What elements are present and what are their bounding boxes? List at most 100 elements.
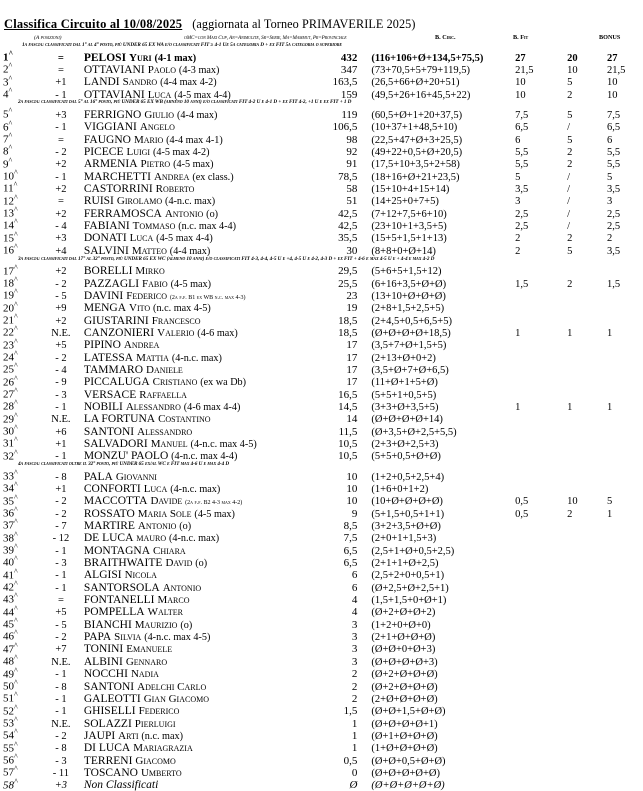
cell-total-points: 51 <box>346 195 358 208</box>
cell-total-points: 11,5 <box>338 425 358 438</box>
cell-bonus-circuito: 5 <box>515 171 521 183</box>
cell-player-name: PAZZAGLI Fabio (4-5 max) <box>83 277 212 290</box>
cell-player-name: VERSACE Raffaella <box>83 388 187 401</box>
cell-position-change: - 11 <box>52 767 70 779</box>
cell-points-breakdown: (6+16+3,5+Ø+Ø) <box>371 278 447 290</box>
page-title: Classifica Circuito al 10/08/2025 <box>4 17 183 31</box>
cell-total-points: 10,5 <box>338 450 358 463</box>
cell-points-breakdown: (Ø+2+Ø+Ø+2) <box>371 607 436 619</box>
cell-position-change: - 9 <box>55 377 67 389</box>
cell-total-points: 2 <box>351 692 358 705</box>
table-row: 39^ - 1 MONTAGNA Chiara 6,5 (2,5+1+Ø+0,5+2,5) <box>0 542 643 557</box>
cell-total-points: 10 <box>346 470 358 483</box>
cell-position-change: +1 <box>55 484 67 495</box>
cell-player-name: RUISI Girolamo (4-n.c. max) <box>83 195 216 208</box>
cell-points-breakdown: (2+1+Ø+Ø+Ø) <box>371 632 436 644</box>
cell-position-change: +1 <box>55 77 67 89</box>
cell-points-breakdown: (22,5+47+Ø+3+25,5) <box>371 134 463 146</box>
cell-position-change: N.E. <box>51 327 71 339</box>
cell-position: 2^ <box>3 61 13 76</box>
cell-player-name: GALEOTTI Gian Giacomo <box>83 692 210 705</box>
cell-position: 53^ <box>3 714 18 730</box>
table-row: 25^ - 4 TAMMARO Daniele 17 (3,5+Ø+7+Ø+6,5) <box>0 361 643 376</box>
title-line: Classifica Circuito al 10/08/2025 (aggio… <box>4 17 639 32</box>
cell-bonus-total: 7,5 <box>607 110 621 122</box>
cell-total-points: 91 <box>346 158 358 171</box>
cell-bonus-fit: / <box>567 122 571 134</box>
cell-position-change: N.E. <box>51 656 71 668</box>
cell-player-name: DI LUCA Mariagrazia <box>83 742 193 755</box>
cell-bonus-total: 6,5 <box>607 122 621 134</box>
cell-points-breakdown: (5+5+0,5+Ø+Ø) <box>371 451 441 463</box>
cell-position: 54^ <box>3 727 18 742</box>
cell-total-points: 3 <box>351 631 358 644</box>
cell-bonus-total: 5,5 <box>607 147 621 159</box>
cell-position: 48^ <box>3 653 18 668</box>
cell-position-change: - 2 <box>55 147 67 159</box>
cell-position-change: - 2 <box>55 496 67 508</box>
cell-position-change: +7 <box>55 644 67 656</box>
cell-position: 18^ <box>3 274 18 290</box>
table-row: 48^ N.E. ALBINI Gennaro 3 (Ø+Ø+Ø+Ø+3) <box>0 653 643 668</box>
cell-points-breakdown: (Ø+2,5+Ø+2,5+1) <box>371 582 449 594</box>
table-row: 57^ - 11 TOSCANO Umberto 0 (Ø+Ø+Ø+Ø+Ø) <box>0 764 643 779</box>
table-row: 49^ - 1 NOCCHI Nadia 2 (Ø+2+Ø+Ø+Ø) <box>0 666 643 681</box>
cell-position: 4^ <box>3 86 13 101</box>
cell-player-name: FERRIGNO Giulio (4-4 max) <box>83 109 218 122</box>
cell-position-change: - 2 <box>55 730 67 742</box>
cell-bonus-total: 2,5 <box>607 221 621 233</box>
cell-points-breakdown: (1+2+0,5+2,5+4) <box>371 471 445 483</box>
table-row: 18^ - 2 PAZZAGLI Fabio (4-5 max) 25,5 (6+16+3… <box>0 274 643 290</box>
positions-note: (A posizioni) <box>34 35 62 41</box>
cell-position-change: - 3 <box>55 558 67 570</box>
cell-points-breakdown: (17,5+10+3,5+2+58) <box>371 159 460 171</box>
cell-position: 50^ <box>3 677 18 693</box>
cell-bonus-fit: / <box>567 196 571 208</box>
cell-points-breakdown: (2+8+1,5+2,5+5) <box>371 303 445 315</box>
cell-points-breakdown: (3,5+Ø+7+Ø+6,5) <box>371 364 449 376</box>
cell-position-change: - 1 <box>55 401 67 413</box>
cell-bonus-circuito: 21,5 <box>515 65 534 76</box>
cell-bonus-fit: 1 <box>567 327 573 339</box>
cell-position-change: - 8 <box>55 743 67 755</box>
cell-bonus-total: 5 <box>607 171 613 183</box>
fascia-note: 4a fascia: classificati oltre il 32° pos… <box>18 461 230 467</box>
cell-bonus-total: 5,5 <box>607 159 621 171</box>
cell-total-points: 2 <box>351 680 358 693</box>
table-row: 58^ +3 Non Classificati Ø (Ø+Ø+Ø+Ø+Ø) <box>0 777 643 791</box>
table-row: 30^ +6 SANTONI Alessandro 11,5 (Ø+3,5+Ø+2,5+5… <box>0 423 643 438</box>
subheader-row: (A posizioni) oMC=con Maxi Cup, An=Animu… <box>4 34 639 41</box>
cell-total-points: 10 <box>346 495 358 508</box>
cell-bonus-fit: 5 <box>567 134 573 146</box>
cell-position: 44^ <box>3 603 18 619</box>
cell-player-name: ALGISI Nicola <box>83 569 157 582</box>
cell-position-change: +4 <box>55 245 67 257</box>
cell-position-change: +6 <box>55 426 67 438</box>
cell-points-breakdown: (Ø+2+Ø+Ø+Ø) <box>371 669 438 681</box>
cell-position: 51^ <box>3 690 18 705</box>
cell-points-breakdown: (1+Ø+Ø+Ø+Ø) <box>371 743 438 755</box>
cell-position-change: +3 <box>55 110 67 122</box>
cell-position: 17^ <box>3 262 18 278</box>
cell-total-points: 98 <box>346 133 358 146</box>
cell-position: 5^ <box>3 106 13 122</box>
cell-bonus-fit: 2 <box>567 508 573 520</box>
cell-total-points: 17 <box>346 363 358 376</box>
cell-bonus-fit: 2 <box>567 159 573 171</box>
table-row: 56^ - 3 TERRENI Giacomo 0,5 (Ø+Ø+0,5+Ø+Ø) <box>0 752 643 767</box>
cell-position-change: - 2 <box>55 352 67 364</box>
cell-total-points: 0 <box>351 766 358 779</box>
cell-player-name: JAUPI Arti (n.c. max) <box>83 729 183 742</box>
cell-position-change: = <box>57 65 64 76</box>
cell-bonus-circuito: 1 <box>515 401 521 413</box>
cell-points-breakdown: (3+2+3,5+Ø+Ø) <box>371 521 441 533</box>
cell-points-breakdown: (2+Ø+Ø+Ø+Ø) <box>371 693 438 705</box>
cell-points-breakdown: (14+25+0+7+5) <box>371 196 439 208</box>
cell-total-points: 1 <box>351 729 358 742</box>
table-row: 40^ - 3 BRAITHWAITE David (o) 6,5 (2+1+1+Ø+2,… <box>0 554 643 570</box>
table-row: 52^ - 1 GHISELLI Federico 1,5 (Ø+Ø+1,5+Ø+Ø) <box>0 703 643 718</box>
cell-position: 37^ <box>3 517 18 533</box>
cell-total-points: 18,5 <box>338 314 358 327</box>
cell-position-change: - 8 <box>55 471 67 483</box>
cell-position: 38^ <box>3 529 18 545</box>
